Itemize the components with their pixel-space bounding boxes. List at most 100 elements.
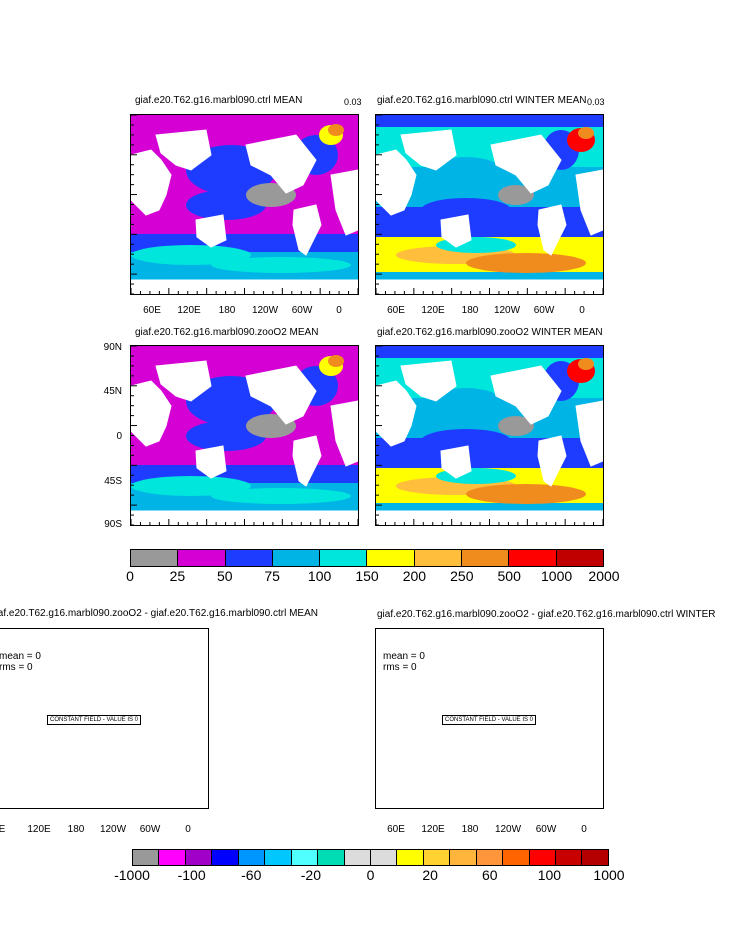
p1-xtick-0: 0 bbox=[336, 305, 342, 316]
p2-land-4 bbox=[537, 204, 567, 256]
map-panel-ctrl-winter bbox=[375, 114, 604, 295]
cbar1-swatch-0 bbox=[131, 550, 179, 566]
p5-xtick-180: 180 bbox=[67, 824, 85, 835]
p2-land-6 bbox=[376, 279, 603, 294]
p2-blob-1 bbox=[421, 198, 511, 222]
p2-land-1 bbox=[400, 129, 457, 171]
p3-land-0 bbox=[131, 380, 172, 447]
p3-ytick-45n: 45N bbox=[103, 386, 122, 397]
cbar1-label-0: 0 bbox=[126, 568, 134, 584]
p4-land-6 bbox=[376, 510, 603, 525]
p2-xtick-180: 180 bbox=[461, 305, 479, 316]
p1-land-6 bbox=[131, 279, 358, 294]
cbar2-swatch-10 bbox=[397, 850, 424, 865]
p2-blob-4 bbox=[578, 127, 594, 139]
diff-panel-winter: mean = 0 rms = 0 CONSTANT FIELD - VALUE … bbox=[375, 628, 604, 809]
p6-stat-rms: rms = 0 bbox=[383, 662, 417, 673]
cbar2-label-3: -20 bbox=[300, 867, 321, 883]
p2-xtick-0: 0 bbox=[579, 305, 585, 316]
p3-ytick-90n: 90N bbox=[103, 342, 122, 353]
p3-ytick-0: 0 bbox=[116, 431, 122, 442]
cbar2-swatch-17 bbox=[582, 850, 608, 865]
cbar1-swatch-5 bbox=[367, 550, 415, 566]
p1-land-5 bbox=[330, 169, 358, 236]
cbar1-swatch-4 bbox=[320, 550, 368, 566]
p3-band-0 bbox=[131, 346, 358, 360]
p2-xtick-60e: 60E bbox=[387, 305, 405, 316]
p2-xtick-120e: 120E bbox=[421, 305, 445, 316]
cbar1-swatch-2 bbox=[225, 550, 273, 566]
cbar1-swatch-9 bbox=[556, 550, 603, 566]
cbar1-label-9: 1000 bbox=[541, 568, 573, 584]
diff-panel-mean: mean = 0 rms = 0 CONSTANT FIELD - VALUE … bbox=[0, 628, 209, 809]
p3-land-1 bbox=[155, 360, 212, 402]
p3-land-6 bbox=[131, 510, 358, 525]
p2-xtick-60w: 60W bbox=[533, 305, 555, 316]
map-panel-zoo-mean bbox=[130, 345, 359, 526]
p3-land-3 bbox=[245, 365, 317, 425]
p1-blob-1 bbox=[186, 190, 266, 220]
cbar2-swatch-6 bbox=[291, 850, 319, 865]
cbar1-label-7: 250 bbox=[450, 568, 474, 584]
cbar1-swatch-7 bbox=[462, 550, 510, 566]
cbar2-label-0: -1000 bbox=[114, 867, 150, 883]
p4-band-0 bbox=[376, 346, 603, 358]
p4-land-0 bbox=[376, 380, 417, 447]
p4-land-4 bbox=[537, 435, 567, 487]
cbar2-label-6: 60 bbox=[481, 867, 498, 883]
p3-ytick-90s: 90S bbox=[104, 519, 122, 530]
p3-land-4 bbox=[292, 435, 322, 487]
p4-band-5 bbox=[376, 503, 603, 511]
p6-xtick-60e: 60E bbox=[387, 824, 405, 835]
cbar2-swatch-5 bbox=[265, 850, 292, 865]
p3-blob-6 bbox=[211, 488, 351, 504]
p6-xtick-120w: 120W bbox=[494, 824, 522, 835]
cbar1-label-1: 25 bbox=[169, 568, 186, 584]
p1-land-0 bbox=[131, 149, 172, 216]
p1-land-2 bbox=[195, 214, 227, 248]
p3-field bbox=[131, 346, 358, 525]
p2-xtick-120w: 120W bbox=[493, 305, 521, 316]
p1-band-0 bbox=[131, 115, 358, 129]
cbar1-swatch-6 bbox=[414, 550, 463, 566]
p5-stat-mean: mean = 0 bbox=[0, 651, 41, 662]
p2-land-2 bbox=[440, 214, 472, 248]
cbar2-swatch-2 bbox=[185, 850, 213, 865]
map-panel-zoo-winter bbox=[375, 345, 604, 526]
cbar2-swatch-4 bbox=[238, 850, 266, 865]
p4-land-1 bbox=[400, 360, 457, 402]
p1-xtick-60w: 60W bbox=[291, 305, 313, 316]
panel2-title: giaf.e20.T62.g16.marbl090.ctrl WINTER ME… bbox=[377, 95, 587, 106]
p2-land-3 bbox=[490, 134, 562, 194]
p1-xtick-120w: 120W bbox=[251, 305, 279, 316]
cbar1-label-2: 50 bbox=[217, 568, 233, 584]
p2-band-5 bbox=[376, 272, 603, 280]
cbar2-swatch-1 bbox=[159, 850, 186, 865]
colorbar-difference bbox=[132, 849, 609, 866]
p1-land-3 bbox=[245, 134, 317, 194]
p1-land-4 bbox=[292, 204, 322, 256]
p2-land-0 bbox=[376, 149, 417, 216]
p4-land-3 bbox=[490, 365, 562, 425]
panel3-title: giaf.e20.T62.g16.marbl090.zooO2 MEAN bbox=[135, 327, 319, 338]
cbar1-label-3: 75 bbox=[264, 568, 280, 584]
cbar2-label-5: 20 bbox=[422, 867, 438, 883]
cbar2-swatch-3 bbox=[212, 850, 239, 865]
p3-blob-4 bbox=[328, 355, 344, 367]
p6-xtick-180: 180 bbox=[461, 824, 479, 835]
panel5-title: giaf.e20.T62.g16.marbl090.zooO2 - giaf.e… bbox=[0, 608, 318, 619]
p4-blob-6 bbox=[466, 484, 586, 504]
p4-blob-1 bbox=[421, 429, 511, 453]
p6-stat-mean: mean = 0 bbox=[383, 651, 425, 662]
p1-blob-6 bbox=[211, 257, 351, 273]
panel2-max-label: 0.03 bbox=[587, 97, 605, 107]
cbar1-label-10: 2000 bbox=[588, 568, 620, 584]
p4-field bbox=[376, 346, 603, 525]
cbar1-label-4: 100 bbox=[307, 568, 332, 584]
cbar2-swatch-12 bbox=[450, 850, 477, 865]
colorbar-absolute bbox=[130, 549, 604, 567]
p5-constant-note: CONSTANT FIELD - VALUE IS 0 bbox=[47, 715, 142, 725]
panel6-title: giaf.e20.T62.g16.marbl090.zooO2 - giaf.e… bbox=[377, 609, 716, 620]
cbar1-label-5: 150 bbox=[355, 568, 379, 584]
p1-xtick-180: 180 bbox=[218, 305, 236, 316]
